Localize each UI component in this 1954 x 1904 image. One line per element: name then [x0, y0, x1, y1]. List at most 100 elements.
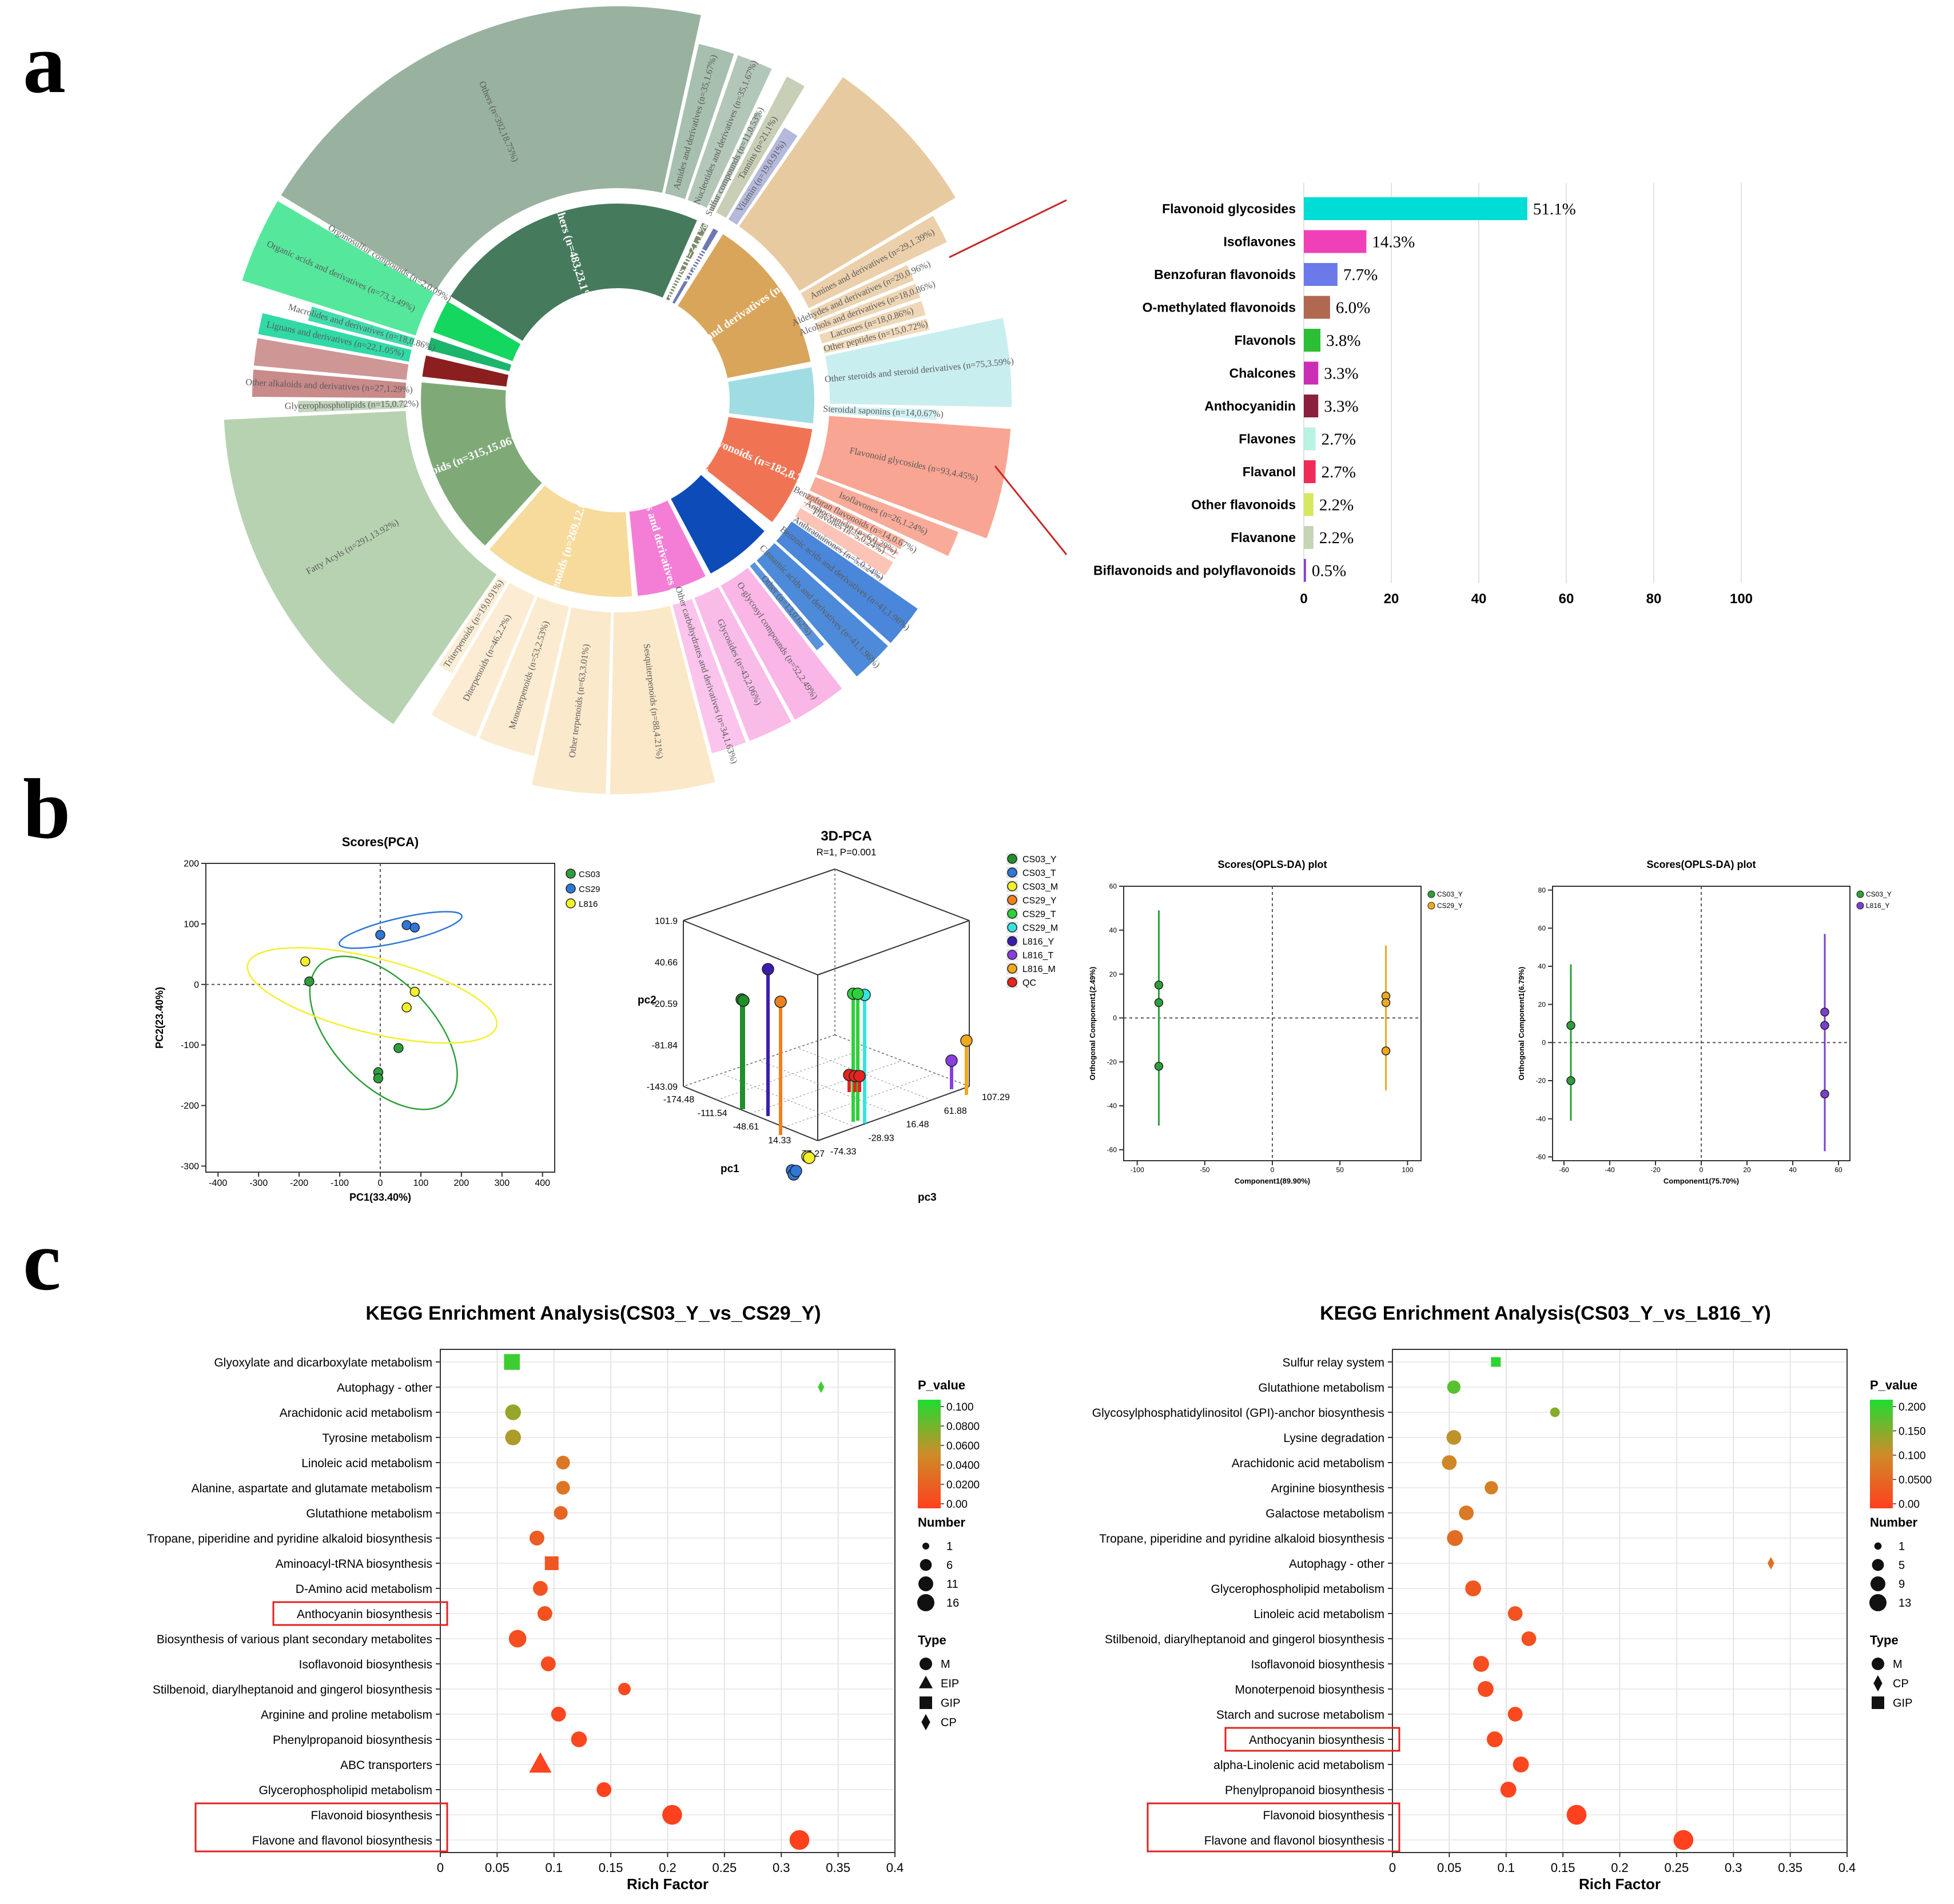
- x-tick-label: 100: [1730, 591, 1753, 607]
- pc3-tick-label: -28.93: [868, 1133, 894, 1143]
- y-tick-label: -60: [1536, 1153, 1546, 1161]
- legend-marker: [566, 883, 576, 894]
- x-tick-label: 0.35: [1778, 1861, 1802, 1875]
- pathway-label: Sulfur relay system: [1282, 1356, 1384, 1369]
- pathway-label: Arginine and proline metabolism: [261, 1708, 432, 1722]
- x-tick-label: 0.15: [599, 1861, 623, 1875]
- pca-point: [393, 1043, 404, 1053]
- flavonoid-bar: [1304, 329, 1321, 352]
- y-tick-label: 100: [184, 919, 199, 929]
- bar-value-label: 0.5%: [1312, 562, 1346, 580]
- legend-marker: [1007, 854, 1017, 864]
- legend-marker: [566, 898, 576, 909]
- pathway-marker-m: [1478, 1681, 1494, 1697]
- type-legend-label: M: [941, 1658, 950, 1671]
- x-tick-label: 0: [1700, 1166, 1704, 1174]
- sunburst-segment: [800, 503, 898, 561]
- sunburst-segment: [727, 366, 815, 425]
- x-tick-label: 60: [1559, 591, 1574, 607]
- y-tick-label: 200: [184, 859, 199, 869]
- pathway-marker-gip: [1491, 1357, 1501, 1367]
- x-tick-label: -200: [290, 1178, 308, 1188]
- sunburst-segment: [799, 214, 949, 310]
- pc1-tick-label: 14.33: [768, 1136, 791, 1145]
- pathway-marker-m: [529, 1531, 544, 1545]
- pathway-label: Glutathione metabolism: [306, 1507, 432, 1520]
- y-tick-label: -20: [1536, 1077, 1546, 1085]
- sunburst-segment: [714, 75, 806, 220]
- opls-xlabel: Component1(75.70%): [1664, 1177, 1739, 1185]
- bar-value-label: 7.7%: [1343, 266, 1378, 284]
- number-legend-label: 6: [946, 1559, 953, 1572]
- zoom-connector-lines: [949, 199, 1068, 555]
- pathway-label: Flavone and flavonol biosynthesis: [1204, 1834, 1384, 1847]
- colorbar-label: 0.0200: [946, 1479, 980, 1491]
- kegg-xlabel: Rich Factor: [1579, 1875, 1661, 1893]
- pathway-label: alpha-Linolenic acid metabolism: [1213, 1759, 1384, 1772]
- bar-category-label: Flavones: [1239, 432, 1296, 447]
- flavonoid-bar: [1304, 493, 1314, 516]
- pc3-tick-label: 16.48: [906, 1120, 929, 1130]
- pathway-marker-m: [532, 1581, 548, 1596]
- bar-value-label: 2.7%: [1322, 431, 1356, 449]
- x-tick-label: 0: [437, 1861, 444, 1875]
- sunburst-segment: [664, 221, 710, 302]
- legend-label: CS03_T: [1022, 869, 1056, 878]
- pca-score-plot: Scores(PCA) -400 -300 -200 -100 0 100 200 300 400…: [154, 835, 600, 1203]
- pca-point: [401, 1002, 412, 1013]
- flavonoid-bar: [1304, 460, 1316, 483]
- floor-grid: [784, 1073, 936, 1128]
- pc2-tick-label: 101.9: [655, 917, 678, 926]
- cube-edge: [817, 920, 970, 975]
- pathway-label: Flavonoid biosynthesis: [311, 1809, 432, 1822]
- x-tick-label: 0.1: [1497, 1861, 1515, 1875]
- legend-marker: [1856, 890, 1864, 898]
- x-tick-label: 0.3: [1725, 1861, 1742, 1875]
- pca3d-point: [945, 1054, 958, 1067]
- connector-line-top: [949, 199, 1067, 258]
- pathway-label: Glyoxylate and dicarboxylate metabolism: [214, 1356, 432, 1369]
- legend-marker: [1007, 963, 1017, 974]
- legend-label: CS29_M: [1022, 923, 1058, 933]
- y-tick-label: -100: [181, 1041, 199, 1050]
- p-value-legend-title: P_value: [918, 1378, 965, 1392]
- pc2-axis-label: pc2: [638, 994, 656, 1006]
- pathway-marker-m: [556, 1456, 570, 1469]
- y-tick-label: -40: [1536, 1115, 1546, 1123]
- sunburst-label: Glycerophospholipids (n=15,0.72%): [285, 399, 419, 412]
- type-legend-label: CP: [941, 1716, 957, 1729]
- pathway-marker-m: [1447, 1530, 1463, 1546]
- opls-title: Scores(OPLS-DA) plot: [1217, 859, 1327, 870]
- legend-label: CS03: [579, 870, 600, 879]
- sunburst-segment: [296, 400, 407, 414]
- sunburst-segment: [222, 409, 499, 726]
- pathway-marker-m: [1673, 1830, 1694, 1850]
- pathway-marker-eip: [529, 1752, 552, 1773]
- p-value-colorbar: [1870, 1400, 1893, 1508]
- colorbar-label: 0.0400: [946, 1460, 980, 1472]
- pc1-tick-label: -111.54: [698, 1109, 727, 1118]
- x-tick-label: -400: [209, 1178, 227, 1188]
- pathway-marker-cp: [1767, 1557, 1774, 1570]
- legend-label: CS29_Y: [1022, 896, 1057, 906]
- legend-marker: [1007, 909, 1017, 919]
- x-tick-label: 0: [1271, 1166, 1275, 1174]
- opls-point: [1381, 1046, 1391, 1055]
- y-tick-label: 0: [1542, 1039, 1546, 1047]
- x-tick-label: 100: [413, 1178, 429, 1188]
- pathway-label: Monoterpenoid biosynthesis: [1235, 1683, 1385, 1696]
- pc3-tick-label: 61.88: [944, 1106, 967, 1116]
- sunburst-segment: [426, 336, 513, 373]
- p-value-colorbar: [918, 1400, 941, 1508]
- bar-value-label: 14.3%: [1372, 233, 1415, 252]
- sunburst-segment: [429, 581, 537, 739]
- legend-marker: [1007, 895, 1017, 905]
- cube-edge: [683, 869, 835, 921]
- number-legend-marker: [918, 1576, 933, 1591]
- number-legend-marker: [920, 1559, 932, 1571]
- pca-point: [300, 956, 311, 967]
- pathway-marker-cp: [1873, 1675, 1883, 1692]
- sunburst-segment: [726, 126, 799, 226]
- pathway-label: Tropane, piperidine and pyridine alkaloi…: [1099, 1532, 1384, 1545]
- flavonoid-bar: [1304, 395, 1319, 417]
